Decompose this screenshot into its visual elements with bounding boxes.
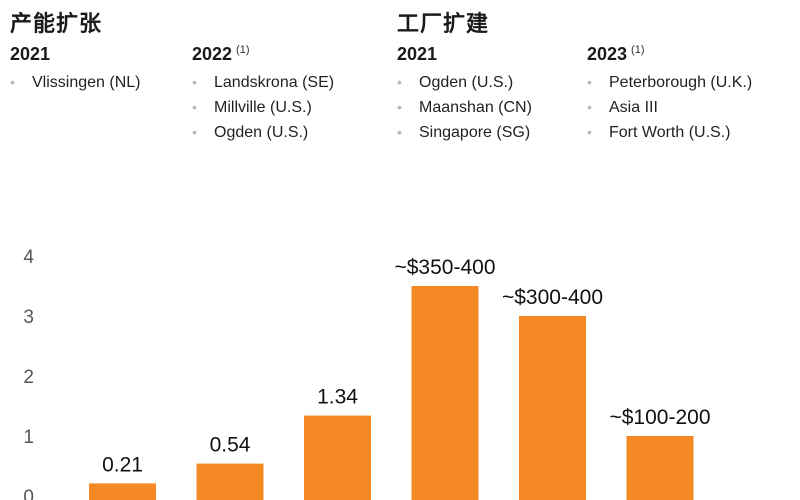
list-item: • Ogden (U.S.) [192, 120, 334, 145]
bullet-icon: • [192, 124, 197, 140]
footnote-marker: (1) [631, 44, 645, 56]
list-item: • Millville (U.S.) [192, 95, 334, 120]
list-item: • Landskrona (SE) [192, 70, 334, 95]
y-tick-label: 2 [23, 367, 34, 388]
data-label: ~$100-200 [609, 406, 710, 429]
capacity-expansion-title: 产能扩张 [10, 12, 103, 37]
bar [304, 415, 371, 500]
capacity-bar-chart: 0 1 2 3 4 0.21 0.54 1.34 ~$350-400 ~$300-400 ~$100… [23, 247, 711, 500]
bar [519, 316, 586, 500]
list-item: • Fort Worth (U.S.) [587, 120, 752, 145]
bullet-icon: • [397, 74, 402, 90]
list-item: • Asia III [587, 95, 752, 120]
capacity-group-2021: 2021 • Vlissingen (NL) [10, 44, 140, 95]
bar [196, 463, 264, 500]
footnote-marker: (1) [236, 44, 250, 56]
plant-expansion-title: 工厂扩建 [397, 12, 490, 37]
data-label: 0.21 [102, 453, 143, 476]
plant-group-2021: 2021 • Ogden (U.S.) • Maanshan (CN) • Singa… [397, 44, 532, 145]
data-label: 0.54 [210, 434, 251, 457]
data-label: ~$350-400 [394, 256, 495, 279]
data-label: ~$300-400 [502, 286, 603, 309]
bullet-icon: • [587, 99, 592, 115]
year-label: 2023 (1) [587, 44, 645, 64]
bullet-icon: • [192, 99, 197, 115]
list-item: • Maanshan (CN) [397, 95, 532, 120]
list-item: • Singapore (SG) [397, 120, 532, 145]
year-label: 2022 (1) [192, 44, 250, 64]
bullet-icon: • [10, 74, 15, 90]
capacity-group-2022: 2022 (1) • Landskrona (SE) • Millville (U.S… [192, 44, 334, 145]
y-tick-label: 3 [23, 307, 34, 328]
bar [411, 286, 479, 500]
bullet-icon: • [397, 99, 402, 115]
bar [626, 436, 694, 500]
list-item: • Peterborough (U.K.) [587, 70, 752, 95]
bullet-icon: • [192, 74, 197, 90]
bullet-icon: • [587, 74, 592, 90]
list-item: • Ogden (U.S.) [397, 70, 532, 95]
year-label: 2021 [10, 44, 51, 64]
y-tick-label: 4 [23, 247, 34, 268]
list-item: • Vlissingen (NL) [10, 70, 140, 95]
y-tick-label: 0 [23, 487, 34, 500]
plant-group-2023: 2023 (1) • Peterborough (U.K.) • Asia III •… [587, 44, 752, 145]
bullet-icon: • [397, 124, 402, 140]
year-label: 2021 [397, 44, 438, 64]
y-tick-label: 1 [23, 427, 34, 448]
bar [89, 483, 156, 500]
data-label: 1.34 [317, 386, 358, 409]
bullet-icon: • [587, 124, 592, 140]
